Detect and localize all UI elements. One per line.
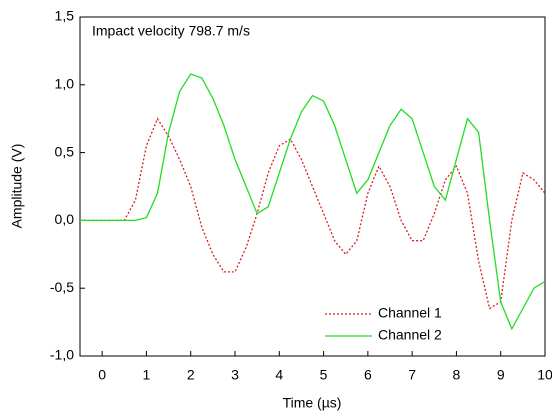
- x-tick-label: 7: [408, 367, 416, 383]
- x-tick-label: 4: [275, 367, 283, 383]
- series-line: [80, 117, 546, 310]
- series-line: [80, 73, 546, 331]
- x-tick-label: 8: [453, 367, 461, 383]
- annotation: Impact velocity 798.7 m/s: [92, 23, 250, 39]
- x-tick-label: 10: [537, 367, 552, 383]
- x-tick-label: 9: [497, 367, 505, 383]
- y-tick-label: 1,5: [55, 8, 75, 24]
- x-axis-label: Time (µs): [283, 395, 342, 411]
- y-tick-label: 0,5: [55, 143, 75, 159]
- x-tick-label: 0: [98, 367, 106, 383]
- x-tick-label: 2: [187, 367, 195, 383]
- x-tick-label: 5: [320, 367, 328, 383]
- y-axis-label: Amplitude (V): [9, 144, 25, 229]
- y-tick-label: -0,5: [50, 279, 74, 295]
- x-tick-label: 3: [231, 367, 239, 383]
- y-tick-label: 0,0: [55, 211, 75, 227]
- plot-frame: [79, 16, 546, 357]
- y-tick-label: -1,0: [50, 347, 74, 363]
- x-tick-label: 1: [143, 367, 151, 383]
- x-tick-label: 6: [364, 367, 372, 383]
- legend-label: Channel 2: [378, 327, 442, 343]
- legend-label: Channel 1: [378, 305, 442, 321]
- y-tick-label: 1,0: [55, 76, 75, 92]
